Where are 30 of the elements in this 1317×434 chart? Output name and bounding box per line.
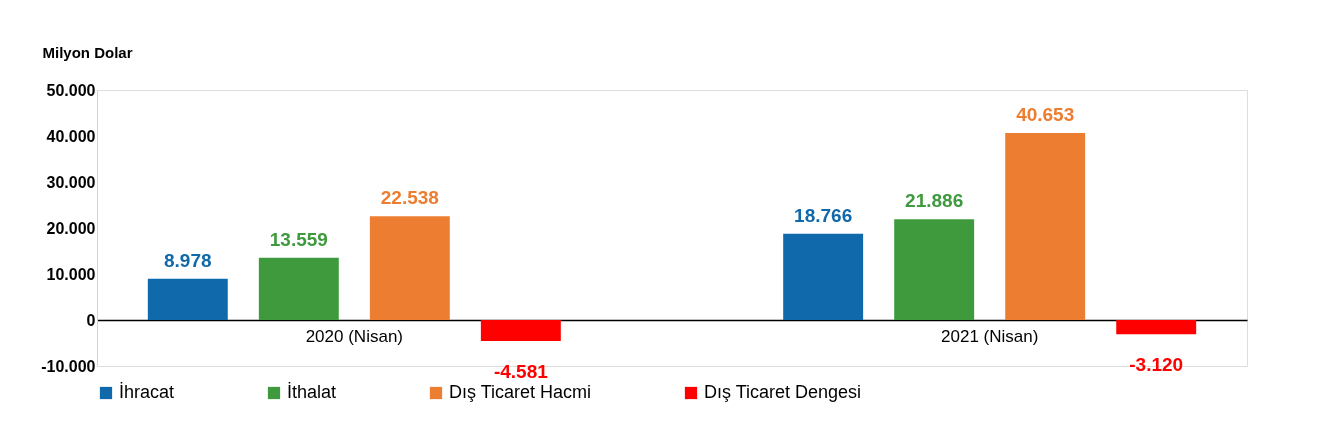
y-tick-label: 30.000: [46, 173, 96, 191]
y-axis-title: Milyon Dolar: [42, 43, 133, 61]
data-label: 40.653: [1016, 104, 1075, 125]
bar: [783, 233, 864, 320]
data-label: 8.978: [164, 249, 212, 271]
y-tick-label: -10.000: [41, 357, 96, 375]
y-tick-label: 50.000: [46, 81, 96, 99]
bar: [258, 257, 339, 320]
bar: [369, 216, 450, 320]
bar: [894, 219, 975, 320]
y-tick-label: 40.000: [46, 127, 96, 145]
legend-label: İhracat: [119, 382, 175, 402]
data-label: -3.120: [1129, 354, 1184, 376]
bar: [147, 278, 228, 320]
x-tick-label: 2021 (Nisan): [941, 326, 1039, 346]
bar: [480, 320, 561, 342]
legend-label: Dış Ticaret Dengesi: [704, 382, 862, 402]
y-tick-label: 0: [86, 311, 96, 329]
bar: [1116, 320, 1197, 335]
x-tick-label: 2020 (Nisan): [305, 326, 403, 346]
data-label: -4.581: [493, 361, 549, 383]
legend-label: Dış Ticaret Hacmi: [449, 382, 592, 402]
y-tick-label: 20.000: [46, 219, 96, 237]
y-tick-label: 10.000: [46, 265, 96, 283]
bar: [1005, 133, 1086, 320]
data-label: 21.886: [905, 190, 964, 212]
data-label: 13.559: [269, 228, 328, 250]
data-label: 18.766: [794, 204, 853, 226]
data-label: 22.538: [380, 187, 439, 209]
legend-label: İthalat: [287, 382, 337, 402]
